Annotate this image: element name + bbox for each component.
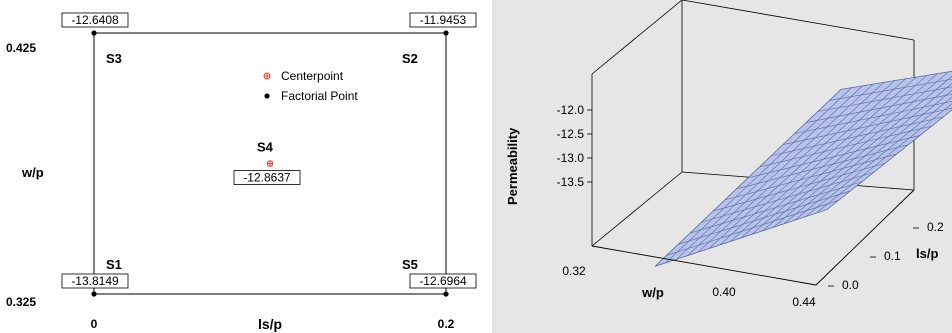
base-edges: [591, 189, 915, 286]
z-tick-label: -12.5: [557, 127, 585, 141]
surface-grid-line: [773, 75, 952, 228]
surface-grid-line: [759, 125, 932, 168]
point-name-s4: S4: [257, 140, 274, 155]
y-tick-label-bottom: 0.325: [6, 295, 36, 309]
factorial-point-s5: [443, 291, 449, 297]
surface-plot-background: [492, 0, 952, 333]
value-box-s3: [61, 12, 129, 28]
surface-grid-line: [794, 101, 952, 134]
surface-chart: -12.0 -12.5 -13.0 -13.5 0.32 0.40 0.44 0.0 0.1…: [492, 0, 952, 333]
value-label-s3: -12.6408: [71, 13, 119, 27]
factorial-point-s3: [91, 30, 97, 36]
y-tick-label: 0.1: [884, 249, 901, 263]
design-points-chart: -13.8149 S1 -11.9453 S2 -12.6408 S3 -12.8637 S4…: [6, 12, 477, 332]
point-name-s5: S5: [402, 257, 418, 272]
factorial-point-s2: [443, 30, 449, 36]
centerpoint-s4-marker: [266, 160, 274, 167]
legend-factorial-label: Factorial Point: [281, 89, 358, 103]
surface-grid-line: [771, 116, 944, 157]
surface-grid-line: [806, 93, 952, 123]
x-axis-label: ls/p: [258, 316, 282, 332]
value-label-s5: -12.6964: [419, 274, 467, 288]
z-tick-label: -13.0: [557, 151, 585, 165]
legend-centerpoint-label: Centerpoint: [281, 69, 344, 83]
y-tick-label-top: 0.425: [6, 41, 36, 55]
surface-grid-line: [782, 107, 952, 145]
value-label-s4: -12.8637: [243, 171, 291, 185]
surface-grid-line: [805, 96, 952, 217]
value-label-s1: -13.8149: [71, 274, 119, 288]
surface-grid-line: [783, 82, 952, 225]
y-tick-label: 0.0: [842, 278, 859, 292]
surface-grid-line: [817, 86, 952, 112]
value-box-s2: [409, 12, 477, 28]
value-box-s4: [233, 170, 301, 185]
legend: Centerpoint Factorial Point: [263, 69, 358, 103]
plot-frame: [93, 32, 447, 295]
x-tick-label: 0.32: [562, 264, 586, 278]
surface-grid-line: [829, 78, 952, 101]
legend-factorial-icon: [264, 93, 270, 99]
z-tick-label: -13.5: [557, 175, 585, 189]
factorial-point-s1: [91, 291, 97, 297]
value-box-s1: [61, 273, 129, 289]
point-name-s3: S3: [106, 51, 122, 66]
z-tick-label: -12.0: [557, 103, 585, 117]
surface-fill: [654, 70, 952, 267]
x-tick-label-left: 0: [91, 317, 98, 331]
surface-grid-line: [751, 73, 938, 235]
y-tick-label: 0.2: [927, 220, 944, 234]
x-axis-label-3d: w/p: [641, 285, 664, 300]
x-tick-label: 0.40: [712, 285, 736, 299]
x-tick-label: 0.44: [792, 295, 816, 309]
z-axis-label: Permeability: [505, 127, 520, 205]
x-tick-label-right: 0.2: [438, 317, 455, 331]
value-box-s5: [409, 273, 477, 289]
value-label-s2: -11.9453: [420, 13, 467, 27]
y-axis-label-3d: ls/p: [916, 246, 938, 261]
surface-grid-line: [762, 71, 949, 232]
point-name-s2: S2: [402, 51, 418, 66]
surface-grid-line: [816, 103, 952, 214]
surface-grid-line: [747, 135, 921, 179]
point-name-s1: S1: [106, 257, 122, 272]
y-axis-label: w/p: [21, 165, 44, 180]
surface-grid-line: [794, 89, 952, 221]
legend-centerpoint-icon: [263, 72, 271, 80]
